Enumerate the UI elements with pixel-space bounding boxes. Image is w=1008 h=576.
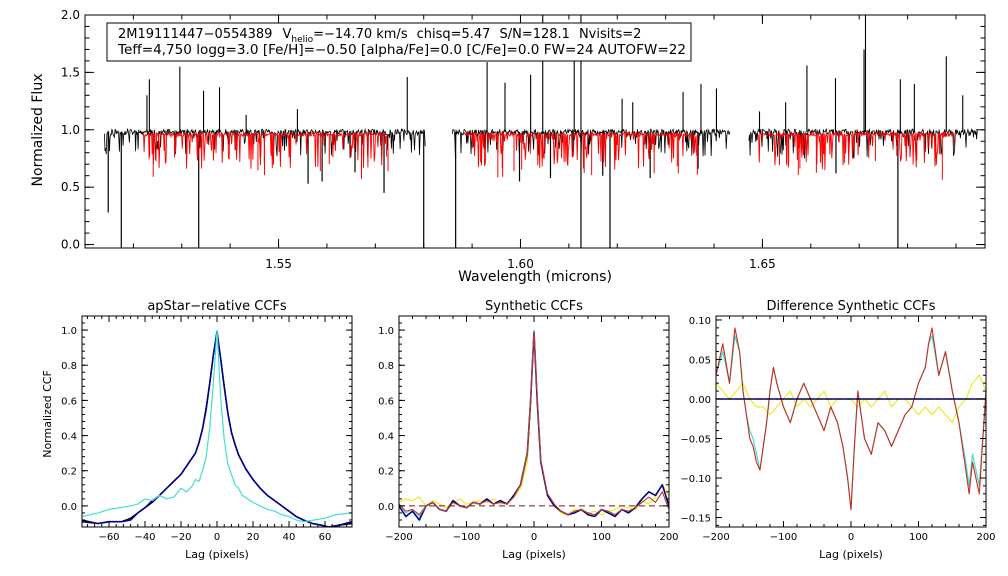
- synthetic-ccf-y-tick-label: 1.0: [378, 326, 394, 337]
- apstar-ccf-x-tick-label: −20: [170, 532, 191, 543]
- difference-ccf-plot-frame: [715, 315, 987, 528]
- apstar-ccf-axes: [81, 315, 353, 528]
- difference-ccf-y-tick-label: −0.10: [680, 474, 711, 485]
- spectrum-axes: [84, 14, 986, 249]
- apstar-ccf-y-tick-label: 1.0: [61, 326, 77, 337]
- synthetic-ccf-y-tick-label: 0.4: [378, 432, 394, 443]
- synthetic-ccf-series: [399, 329, 669, 521]
- spectrum-x-axis-label: Wavelength (microns): [458, 269, 612, 285]
- annotation-vhelio-label: V: [282, 27, 291, 42]
- spectrum-model-segment: [142, 131, 388, 169]
- difference-ccf-y-tick-label: 0.05: [689, 355, 711, 366]
- spectrum-ticks: 1.55 1.60 1.65 0.0 0.5 1.0 1.5 2.0: [61, 8, 776, 271]
- spectrum-plot-frame: [84, 14, 986, 249]
- apstar-ccf-x-tick-label: −60: [98, 532, 119, 543]
- synthetic-ccf-y-tick-label: 0.6: [378, 396, 394, 407]
- difference-ccf-panel: Difference Synthetic CCFs −200 −100 0 100 20…: [680, 299, 995, 561]
- apstar-ccf-x-tick-label: −40: [134, 532, 155, 543]
- spectrum-y-tick-label: 2.0: [61, 8, 80, 22]
- apstar-ccf-x-tick-label: 60: [319, 532, 332, 543]
- difference-ccf-y-tick-label: −0.05: [680, 434, 711, 445]
- annotation-nvisits: Nvisits=2: [579, 27, 641, 42]
- apstar-ccf-y-tick-label: 0.4: [61, 432, 77, 443]
- annotation-snr: S/N=128.1: [499, 27, 569, 42]
- difference-ccf-axes: [715, 315, 987, 528]
- spectrum-x-tick-label: 1.60: [507, 257, 534, 271]
- difference-ccf-x-tick-label: 100: [909, 532, 928, 543]
- difference-ccf-x-tick-label: 200: [976, 532, 995, 543]
- spectrum-observed-segment: [748, 127, 978, 159]
- synthetic-ccf-x-tick-label: −200: [385, 532, 412, 543]
- apstar-ccf-x-axis-label: Lag (pixels): [185, 548, 249, 561]
- synthetic-ccf-y-tick-label: 0.2: [378, 467, 394, 478]
- apstar-ccf-series-visit-1: [82, 331, 352, 527]
- spectrum-annotation: 2M19111447−0554389 Vhelio=−14.70 km/s chis…: [106, 22, 692, 62]
- synthetic-ccf-x-tick-label: 0: [531, 532, 537, 543]
- spectrum-y-tick-label: 1.0: [61, 123, 80, 137]
- annotation-star: 2M19111447−0554389: [118, 27, 272, 42]
- synthetic-ccf-series-red: [399, 331, 669, 516]
- apstar-ccf-y-tick-label: 0.2: [61, 467, 77, 478]
- spectrum-y-axis-label: Normalized Flux: [30, 74, 46, 187]
- synthetic-ccf-series-navy: [399, 330, 669, 521]
- synthetic-ccf-ticks: −200 −100 0 100 200 0.0 0.2 0.4 0.6 0.8 1.0: [378, 326, 678, 543]
- synthetic-ccf-x-tick-label: 200: [659, 532, 678, 543]
- difference-ccf-ticks: −200 −100 0 100 200 −0.15 −0.10 −0.05 0.00 0.05 0.…: [680, 316, 995, 543]
- spectrum-y-tick-label: 1.5: [61, 65, 80, 79]
- apstar-ccf-title: apStar−relative CCFs: [147, 299, 287, 314]
- annotation-line-1: 2M19111447−0554389 Vhelio=−14.70 km/s chis…: [118, 27, 641, 45]
- difference-ccf-y-tick-label: 0.10: [689, 316, 711, 327]
- apstar-ccf-y-tick-label: 0.6: [61, 396, 77, 407]
- difference-ccf-x-tick-label: −100: [770, 532, 797, 543]
- apstar-ccf-plot-frame: [81, 315, 353, 528]
- annotation-vhelio-subscript: helio: [291, 35, 313, 45]
- annotation-vhelio-value: =−14.70 km/s: [313, 27, 408, 42]
- difference-ccf-x-axis-label: Lag (pixels): [819, 548, 883, 561]
- apstar-ccf-ticks: −60 −40 −20 0 20 40 60 0.0 0.2 0.4 0.6 0.8 1.0: [61, 326, 331, 543]
- synthetic-ccf-axes: [398, 315, 670, 528]
- spectrum-model-segment: [757, 130, 955, 171]
- apstar-ccf-panel: apStar−relative CCFs −60 −40 −20 0 20 40 60 0.0…: [41, 299, 353, 561]
- spectrum-x-tick-label: 1.65: [749, 257, 776, 271]
- synthetic-ccf-x-tick-label: 100: [592, 532, 611, 543]
- spectrum-series: [104, 15, 978, 248]
- difference-ccf-series-cyan: [716, 335, 986, 511]
- difference-ccf-series: [716, 327, 986, 511]
- synthetic-ccf-series-cyan: [399, 329, 669, 517]
- synthetic-ccf-title: Synthetic CCFs: [485, 299, 583, 314]
- synthetic-ccf-y-tick-label: 0.0: [378, 502, 394, 513]
- spectrum-panel: 1.55 1.60 1.65 0.0 0.5 1.0 1.5 2.0 Wavelength (…: [30, 8, 986, 285]
- difference-ccf-x-tick-label: −200: [702, 532, 729, 543]
- annotation-box: [106, 22, 692, 62]
- spectrum-x-tick-label: 1.55: [265, 257, 292, 271]
- apstar-ccf-y-tick-label: 0.0: [61, 502, 77, 513]
- apstar-ccf-y-axis-label: Normalized CCF: [41, 370, 54, 458]
- synthetic-ccf-y-tick-label: 0.8: [378, 361, 394, 372]
- apstar-ccf-x-tick-label: 0: [214, 532, 220, 543]
- annotation-line-2: Teff=4,750 logg=3.0 [Fe/H]=−0.50 [alpha/…: [117, 43, 686, 58]
- difference-ccf-y-tick-label: −0.15: [680, 514, 711, 525]
- synthetic-ccf-x-axis-label: Lag (pixels): [502, 548, 566, 561]
- spectrum-y-tick-label: 0.5: [61, 180, 80, 194]
- synthetic-ccf-x-tick-label: −100: [453, 532, 480, 543]
- apstar-ccf-series-visit-2: [82, 330, 352, 527]
- apstar-ccf-y-tick-label: 0.8: [61, 361, 77, 372]
- difference-ccf-x-tick-label: 0: [848, 532, 854, 543]
- apstar-ccf-series-synthetic: [82, 329, 352, 523]
- apstar-ccf-x-tick-label: 20: [247, 532, 260, 543]
- synthetic-ccf-series-yellow: [399, 329, 669, 516]
- spectrum-y-tick-label: 0.0: [61, 238, 80, 252]
- difference-ccf-y-tick-label: 0.00: [689, 395, 711, 406]
- difference-ccf-title: Difference Synthetic CCFs: [766, 299, 935, 314]
- synthetic-ccf-panel: Synthetic CCFs −200 −100 0 100 200 0.0 0.2 0.4 0…: [378, 299, 678, 561]
- difference-ccf-series-red: [716, 327, 986, 511]
- annotation-chisq: chisq=5.47: [417, 27, 491, 42]
- apstar-ccf-series: [82, 329, 352, 527]
- apstar-ccf-x-tick-label: 40: [283, 532, 296, 543]
